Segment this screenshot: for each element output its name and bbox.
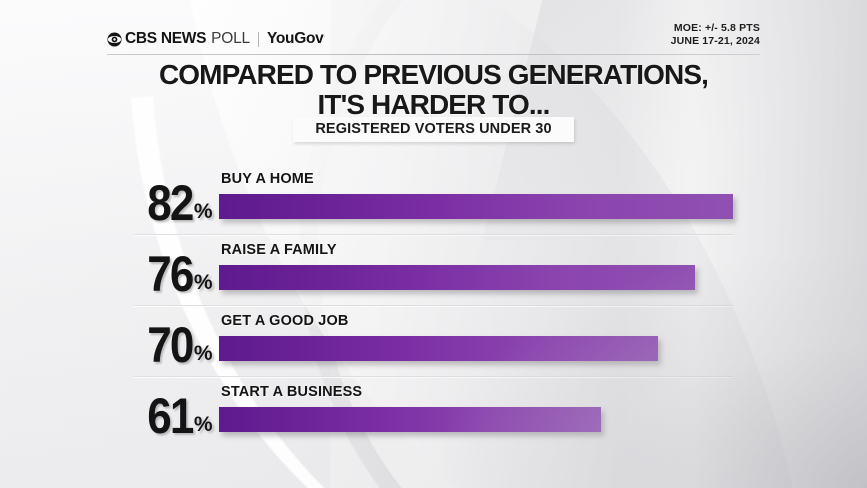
bar-value: 70% [134,311,213,373]
percent-sign: % [193,271,213,294]
bar-value-number: 70 [147,317,194,373]
bar-value-number: 76 [147,246,194,302]
title-line-1: COMPARED TO PREVIOUS GENERATIONS, [158,59,709,90]
bar-label: START A BUSINESS [221,384,363,400]
margin-of-error-block: MOE: +/- 5.8 PTS JUNE 17-21, 2024 [671,22,760,49]
brand-partner: YouGov [266,30,324,48]
cbs-eye-icon [107,31,122,47]
chart-row: 70% GET A GOOD JOB [0,305,867,376]
page-title: COMPARED TO PREVIOUS GENERATIONS, IT'S H… [0,59,867,121]
bar-chart: 82% BUY A HOME 76% RAISE A FAMILY 70% GET A G… [0,163,867,447]
bar-value: 76% [134,240,213,302]
row-separator [134,376,734,378]
brand-divider [257,31,259,47]
title-line-2: IT'S HARDER TO... [317,89,551,121]
header: CBS NEWS POLL YouGov ˙ MOE: +/- 5.8 PTS … [0,0,867,54]
brand-lockup: CBS NEWS POLL YouGov ˙ [107,29,326,49]
bar-label: BUY A HOME [221,171,314,187]
row-separator [134,305,734,307]
header-divider [107,54,760,55]
chart-row: 61% START A BUSINESS [0,376,867,447]
chart-row: 82% BUY A HOME [0,163,867,234]
bar [219,336,658,361]
brand-network: CBS NEWS [125,30,207,48]
bar [219,265,696,290]
percent-sign: % [193,200,213,223]
brand-poll-word: POLL [211,30,250,48]
percent-sign: % [193,342,213,365]
chart-row: 76% RAISE A FAMILY [0,234,867,305]
row-separator [134,234,734,236]
brand-partner-mark: ˙ [323,34,327,44]
fielding-dates-line: JUNE 17-21, 2024 [670,35,760,48]
bar [219,407,602,432]
subtitle-banner: REGISTERED VOTERS UNDER 30 [293,117,574,142]
bar-label: RAISE A FAMILY [221,242,337,258]
bar [219,194,733,219]
bar-value-number: 61 [147,388,194,444]
bar-value: 61% [134,382,213,444]
moe-line: MOE: +/- 5.8 PTS [673,22,760,34]
bar-label: GET A GOOD JOB [221,313,349,329]
bar-value-number: 82 [147,175,194,231]
bar-value: 82% [134,169,213,231]
percent-sign: % [193,413,213,436]
subtitle-banner-wrap: REGISTERED VOTERS UNDER 30 [0,117,867,142]
